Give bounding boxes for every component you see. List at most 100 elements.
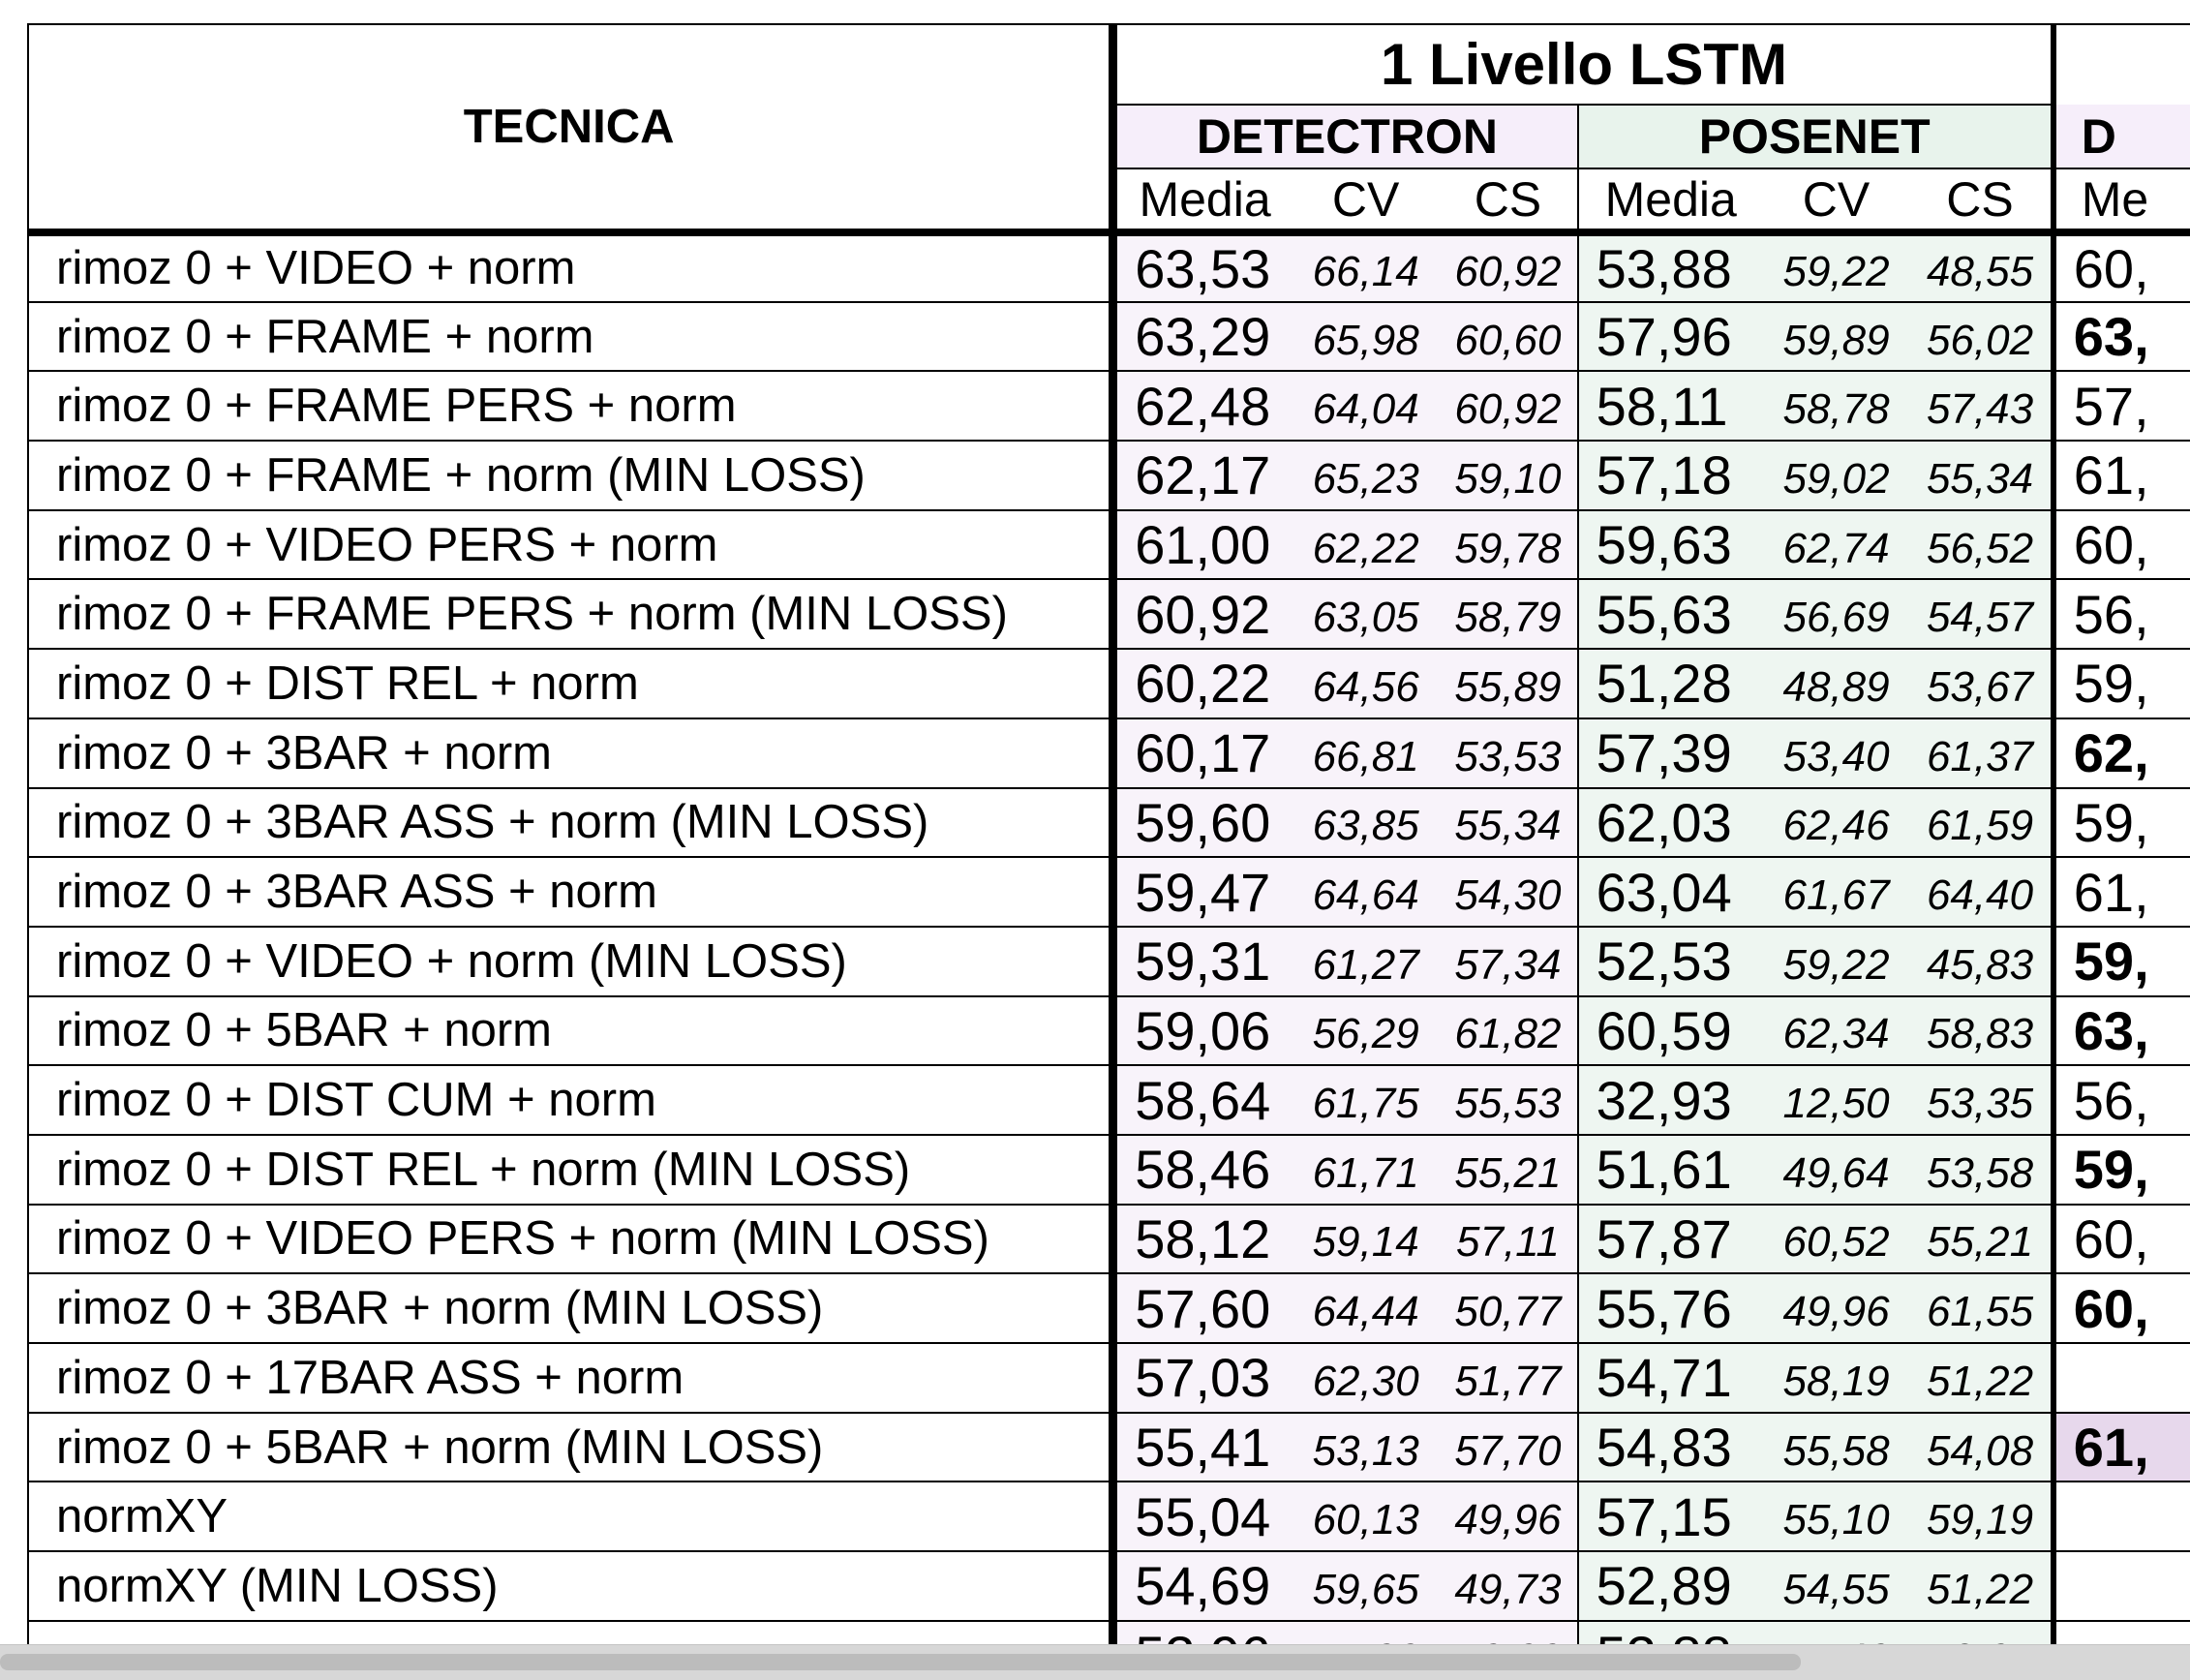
table-cell-detectron-media[interactable]: 53,96 bbox=[1112, 1620, 1293, 1644]
table-cell-posenet-cv[interactable]: 49,96 bbox=[1762, 1273, 1910, 1344]
table-cell-posenet-media[interactable]: 57,96 bbox=[1576, 301, 1763, 373]
table-cell-posenet-media[interactable]: 62,03 bbox=[1576, 787, 1763, 859]
table-cell-posenet-cs[interactable]: 51,22 bbox=[1909, 1551, 2056, 1622]
table-cell-next-partial[interactable]: 61, bbox=[2053, 1412, 2190, 1483]
table-cell-detectron-cv[interactable]: 65,98 bbox=[1292, 301, 1440, 373]
table-cell-tecnica[interactable]: rimoz 0 + VIDEO + norm (MIN LOSS) bbox=[27, 926, 1118, 997]
table-cell-detectron-cs[interactable]: 59,10 bbox=[1439, 441, 1578, 511]
table-cell-next-partial[interactable]: 60, bbox=[2053, 1204, 2190, 1275]
table-cell-detectron-media[interactable]: 55,41 bbox=[1112, 1412, 1293, 1483]
header-posenet-cs[interactable]: CS bbox=[1909, 168, 2056, 236]
table-cell-tecnica[interactable]: rimoz 0 + 3BAR ASS + norm bbox=[27, 857, 1118, 928]
table-cell-posenet-cv[interactable]: 48,89 bbox=[1762, 649, 1910, 719]
table-cell-next-partial[interactable]: 57, bbox=[2053, 371, 2190, 443]
table-cell-tecnica[interactable]: rimoz 0 + FRAME PERS + norm bbox=[27, 371, 1118, 443]
header-posenet[interactable]: POSENET bbox=[1576, 105, 2056, 169]
table-cell-detectron-media[interactable]: 62,17 bbox=[1112, 441, 1293, 511]
table-cell-posenet-cs[interactable]: 53,67 bbox=[1909, 649, 2056, 719]
table-cell-posenet-cs[interactable]: 59,19 bbox=[1909, 1481, 2056, 1553]
table-cell-posenet-cs[interactable]: 64,40 bbox=[1909, 857, 2056, 928]
table-cell-detectron-cs[interactable]: 55,89 bbox=[1439, 649, 1578, 719]
table-cell-posenet-cs[interactable]: 61,55 bbox=[1909, 1273, 2056, 1344]
table-cell-detectron-media[interactable]: 62,48 bbox=[1112, 371, 1293, 443]
table-cell-detectron-media[interactable]: 61,00 bbox=[1112, 509, 1293, 581]
table-cell-detectron-media[interactable]: 60,17 bbox=[1112, 718, 1293, 789]
table-cell-posenet-cs[interactable]: 53,58 bbox=[1909, 1134, 2056, 1206]
table-cell-detectron-cs[interactable]: 57,34 bbox=[1439, 926, 1578, 997]
table-cell-next-partial[interactable]: 63, bbox=[2053, 995, 2190, 1067]
table-cell-posenet-media[interactable]: 55,76 bbox=[1576, 1273, 1763, 1344]
header-model-next-partial[interactable]: D bbox=[2053, 105, 2190, 169]
table-cell-posenet-cs[interactable]: 55,34 bbox=[1909, 441, 2056, 511]
table-cell-detectron-cv[interactable]: 64,56 bbox=[1292, 649, 1440, 719]
table-cell-detectron-cs[interactable]: 50,00 bbox=[1439, 1620, 1578, 1644]
table-cell-tecnica[interactable]: rimoz 0 + FRAME PERS + norm (MIN LOSS) bbox=[27, 579, 1118, 651]
table-cell-detectron-cv[interactable]: 62,30 bbox=[1292, 1343, 1440, 1414]
table-cell-posenet-cs[interactable]: 55,21 bbox=[1909, 1204, 2056, 1275]
table-cell-next-partial[interactable]: 61, bbox=[2053, 441, 2190, 511]
header-level-next-partial[interactable] bbox=[2053, 23, 2190, 105]
table-cell-posenet-media[interactable]: 51,28 bbox=[1576, 649, 1763, 719]
table-cell-posenet-media[interactable]: 60,59 bbox=[1576, 995, 1763, 1067]
table-cell-posenet-media[interactable]: 53,88 bbox=[1576, 1620, 1763, 1644]
table-cell-posenet-cv[interactable]: 60,52 bbox=[1762, 1204, 1910, 1275]
table-cell-tecnica[interactable]: rimoz 0 + 3BAR + norm (MIN LOSS) bbox=[27, 1273, 1118, 1344]
table-cell-detectron-cs[interactable]: 57,70 bbox=[1439, 1412, 1578, 1483]
table-cell-detectron-media[interactable]: 59,47 bbox=[1112, 857, 1293, 928]
table-cell-detectron-cv[interactable]: 53,13 bbox=[1292, 1412, 1440, 1483]
table-cell-detectron-cs[interactable]: 55,34 bbox=[1439, 787, 1578, 859]
table-cell-next-partial[interactable]: 60, bbox=[2053, 509, 2190, 581]
table-cell-detectron-cs[interactable]: 50,77 bbox=[1439, 1273, 1578, 1344]
table-cell-detectron-media[interactable]: 59,60 bbox=[1112, 787, 1293, 859]
header-next-media-partial[interactable]: Me bbox=[2053, 168, 2190, 236]
table-cell-tecnica[interactable]: normXY bbox=[27, 1481, 1118, 1553]
table-cell-detectron-cs[interactable]: 60,60 bbox=[1439, 301, 1578, 373]
table-cell-posenet-cs[interactable]: 61,59 bbox=[1909, 787, 2056, 859]
table-cell-next-partial[interactable]: 56, bbox=[2053, 1065, 2190, 1136]
table-cell-posenet-cv[interactable]: 56,69 bbox=[1762, 579, 1910, 651]
table-cell-posenet-cs[interactable]: 56,02 bbox=[1909, 301, 2056, 373]
table-cell-next-partial[interactable]: 63, bbox=[2053, 301, 2190, 373]
table-cell-tecnica[interactable]: rimoz 0 + DIST REL + norm bbox=[27, 649, 1118, 719]
table-cell-detectron-cv[interactable]: 55,00 bbox=[1292, 1620, 1440, 1644]
table-cell-posenet-cs[interactable]: 48,55 bbox=[1909, 232, 2056, 303]
header-level-1-lstm[interactable]: 1 Livello LSTM bbox=[1112, 23, 2056, 106]
table-cell-posenet-cv[interactable]: 54,55 bbox=[1762, 1551, 1910, 1622]
table-cell-posenet-cv[interactable]: 55,10 bbox=[1762, 1481, 1910, 1553]
table-cell-tecnica[interactable]: rimoz 0 + 3BAR + norm bbox=[27, 718, 1118, 789]
table-cell-next-partial[interactable]: 60, bbox=[2053, 1273, 2190, 1344]
table-cell-detectron-cv[interactable]: 64,04 bbox=[1292, 371, 1440, 443]
table-cell-posenet-cv[interactable]: 58,19 bbox=[1762, 1343, 1910, 1414]
table-cell-posenet-media[interactable]: 57,18 bbox=[1576, 441, 1763, 511]
table-cell-posenet-media[interactable]: 58,11 bbox=[1576, 371, 1763, 443]
table-cell-detectron-cs[interactable]: 49,73 bbox=[1439, 1551, 1578, 1622]
table-cell-detectron-cv[interactable]: 61,75 bbox=[1292, 1065, 1440, 1136]
table-cell-next-partial[interactable] bbox=[2053, 1481, 2190, 1553]
table-cell-posenet-cv[interactable]: 62,46 bbox=[1762, 787, 1910, 859]
table-cell-posenet-media[interactable]: 57,87 bbox=[1576, 1204, 1763, 1275]
table-cell-next-partial[interactable]: 59, bbox=[2053, 926, 2190, 997]
table-cell-detectron-cv[interactable]: 59,65 bbox=[1292, 1551, 1440, 1622]
header-detectron-cs[interactable]: CS bbox=[1439, 168, 1578, 236]
table-cell-detectron-cv[interactable]: 64,44 bbox=[1292, 1273, 1440, 1344]
table-cell-tecnica[interactable]: rimoz 0 + FRAME + norm bbox=[27, 301, 1118, 373]
table-cell-posenet-cv[interactable]: 62,34 bbox=[1762, 995, 1910, 1067]
table-cell-tecnica[interactable]: rimoz 0 + DIST REL + norm (MIN LOSS) bbox=[27, 1134, 1118, 1206]
table-cell-detectron-cv[interactable]: 66,14 bbox=[1292, 232, 1440, 303]
header-tecnica[interactable]: TECNICA bbox=[27, 23, 1118, 236]
table-cell-posenet-cs[interactable]: 54,08 bbox=[1909, 1412, 2056, 1483]
table-cell-next-partial[interactable]: 56, bbox=[2053, 579, 2190, 651]
table-cell-posenet-cs[interactable]: 51,22 bbox=[1909, 1343, 2056, 1414]
table-cell-posenet-cv[interactable]: 62,74 bbox=[1762, 509, 1910, 581]
table-cell-detectron-media[interactable]: 63,53 bbox=[1112, 232, 1293, 303]
table-cell-detectron-media[interactable]: 63,29 bbox=[1112, 301, 1293, 373]
table-cell-detectron-cs[interactable]: 61,82 bbox=[1439, 995, 1578, 1067]
table-cell-posenet-cs[interactable]: 54,57 bbox=[1909, 579, 2056, 651]
table-cell-detectron-cv[interactable]: 59,14 bbox=[1292, 1204, 1440, 1275]
table-cell-posenet-media[interactable]: 57,15 bbox=[1576, 1481, 1763, 1553]
header-detectron[interactable]: DETECTRON bbox=[1112, 105, 1578, 169]
table-cell-detectron-media[interactable]: 59,31 bbox=[1112, 926, 1293, 997]
table-cell-detectron-cs[interactable]: 53,53 bbox=[1439, 718, 1578, 789]
table-cell-detectron-cv[interactable]: 65,23 bbox=[1292, 441, 1440, 511]
table-cell-posenet-cv[interactable]: 55,58 bbox=[1762, 1412, 1910, 1483]
